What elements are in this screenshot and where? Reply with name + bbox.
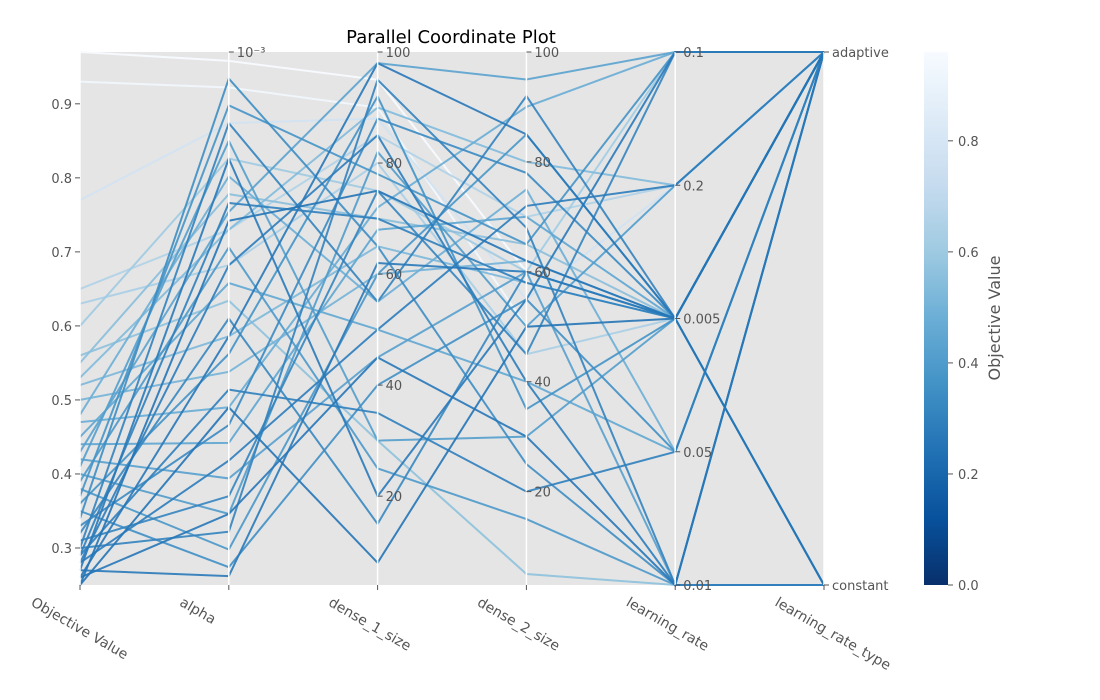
axis-tick-label: 0.4 <box>51 468 72 483</box>
colorbar-bar <box>924 52 948 585</box>
axis-tick-label: constant <box>832 579 889 594</box>
axis-tick-label: 100 <box>386 46 411 61</box>
colorbar-tick-label: 0.2 <box>958 468 979 483</box>
axis-tick-label: 0.6 <box>51 320 72 335</box>
trial-line <box>79 133 824 586</box>
trial-line <box>79 51 825 586</box>
axis-tick-label: 0.9 <box>51 98 72 113</box>
axis-tick-label: 0.01 <box>683 579 712 594</box>
axis-tick-label: 20 <box>534 486 551 501</box>
axis-tick-label: 60 <box>386 268 403 283</box>
axis-tick-label: 20 <box>386 490 403 505</box>
colorbar-tick-label: 0.0 <box>958 579 979 594</box>
colorbar-tick-label: 0.4 <box>958 357 979 372</box>
trial-line <box>79 51 825 557</box>
axis-tick-label: 0.3 <box>51 542 72 557</box>
colorbar-label: Objective Value <box>985 256 1004 381</box>
axis-tick-label: 80 <box>534 156 551 171</box>
trial-line <box>79 51 825 587</box>
axis-tick-label: 0.1 <box>683 46 704 61</box>
axis-tick-label: 0.005 <box>683 313 720 328</box>
axis-label: learning_rate_type <box>772 595 893 674</box>
axis-label: Objective Value <box>28 595 131 663</box>
axis-tick-label: 0.2 <box>683 179 704 194</box>
axis-tick-label: 80 <box>386 157 403 172</box>
axis-tick-label: 0.05 <box>683 446 712 461</box>
axis-label: learning_rate <box>623 595 711 655</box>
colorbar-tick-label: 0.8 <box>958 135 979 150</box>
axis-tick-label: 0.5 <box>51 394 72 409</box>
chart-title: Parallel Coordinate Plot <box>346 27 556 48</box>
axis-tick-label: 10⁻³ <box>237 46 266 61</box>
axis-label: alpha <box>177 595 219 628</box>
axis-tick-label: 40 <box>534 376 551 391</box>
axis-tick-label: 40 <box>386 379 403 394</box>
axis-tick-label: 60 <box>534 266 551 281</box>
axis-label: dense_2_size <box>474 595 562 655</box>
colorbar-tick-label: 0.6 <box>958 246 979 261</box>
axis-tick-label: 0.7 <box>51 246 72 261</box>
trial-lines <box>79 51 825 589</box>
axis-label: dense_1_size <box>326 595 414 655</box>
colorbar: Objective Value 0.0 0.2 0.4 0.6 0.8 <box>924 52 1004 594</box>
axis-tick-label: 100 <box>534 46 559 61</box>
axis-tick-label: adaptive <box>832 46 889 61</box>
axis-tick-label: 0.8 <box>51 172 72 187</box>
trial-line <box>79 189 825 586</box>
